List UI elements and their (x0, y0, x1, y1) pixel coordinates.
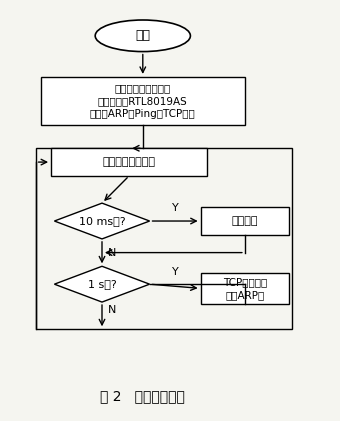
Text: Y: Y (172, 203, 178, 213)
Text: 10 ms到?: 10 ms到? (79, 216, 125, 226)
Bar (201, 273, 289, 304)
Text: Y: Y (172, 266, 178, 277)
Text: 1 s到?: 1 s到? (88, 279, 116, 289)
Text: 开始: 开始 (135, 29, 150, 42)
Ellipse shape (95, 20, 190, 51)
Bar (41, 77, 245, 125)
Bar (36, 148, 292, 329)
Bar (201, 207, 289, 235)
Text: 超时重发: 超时重发 (232, 216, 258, 226)
Bar (51, 149, 207, 176)
Text: N: N (108, 248, 117, 258)
Text: 初始化定时器、串口
初始化网卡RTL8019AS
初始化ARP、Ping、TCP表等: 初始化定时器、串口 初始化网卡RTL8019AS 初始化ARP、Ping、TCP… (90, 83, 196, 119)
Polygon shape (54, 203, 150, 239)
Text: 以太网处理主程序: 以太网处理主程序 (103, 157, 156, 167)
Polygon shape (54, 266, 150, 302)
Text: 图 2   主程序流程图: 图 2 主程序流程图 (100, 389, 185, 403)
Text: TCP定时保活
更新ARP表: TCP定时保活 更新ARP表 (223, 277, 267, 300)
Text: N: N (108, 306, 117, 315)
